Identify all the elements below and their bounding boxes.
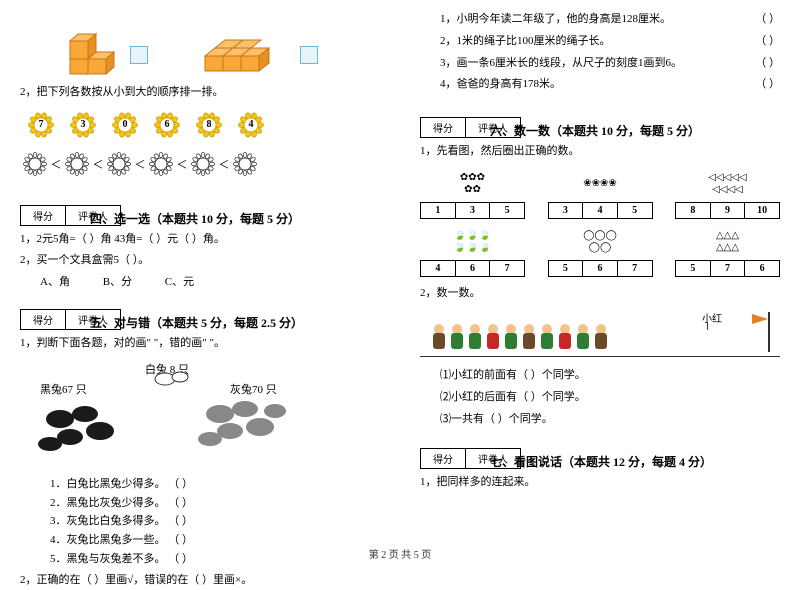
kid-icon	[557, 324, 573, 352]
count-box[interactable]: 467	[420, 260, 525, 277]
kid-icon	[521, 324, 537, 352]
count-glyph: △△△△△△	[675, 227, 780, 257]
s6-sub2: ⑵小红的后面有（ ）个同学。	[440, 389, 780, 407]
count-glyph: ✿✿✿✿✿	[420, 169, 525, 199]
flower-icon: 3	[70, 112, 96, 138]
kid-icon	[467, 324, 483, 352]
count-box[interactable]: 576	[675, 260, 780, 277]
kid-icon	[485, 324, 501, 352]
s4-q1: 1，2元5角=（ ）角 43角=（ ）元（ ）角。	[20, 231, 380, 249]
tf4: 4，爸爸的身高有178米。	[440, 78, 561, 90]
count-cell: ◯◯◯◯◯ 567	[548, 227, 653, 277]
s6-q2: 2，数一数。	[420, 285, 780, 303]
score-label: 得分	[21, 310, 66, 329]
xiaohong-label: 小红	[702, 310, 722, 325]
count-row-2: 🍃🍃🍃🍃🍃🍃 467 ◯◯◯◯◯ 567 △△△△△△ 576	[420, 227, 780, 277]
count-cell: ◁◁◁◁◁◁◁◁◁ 8910	[675, 169, 780, 219]
empty-flower-icon[interactable]	[190, 151, 216, 177]
opt-c[interactable]: C、元	[165, 276, 194, 288]
queue-figure: 小红	[420, 312, 780, 357]
count-box[interactable]: 8910	[675, 202, 780, 219]
flower-icon: 8	[196, 112, 222, 138]
tf-paren[interactable]: （ ）	[755, 54, 780, 74]
section-6-title: 六、数一数（本题共 10 分，每题 5 分）	[490, 122, 780, 139]
count-row-1: ✿✿✿✿✿ 135 ❀❀❀❀ 345 ◁◁◁◁◁◁◁◁◁ 8910	[420, 169, 780, 219]
opt-a[interactable]: A、角	[40, 276, 70, 288]
section-4-title: 四、选一选（本题共 10 分，每题 5 分）	[90, 210, 380, 227]
kid-icon	[431, 324, 447, 352]
tf-paren[interactable]: （ ）	[755, 75, 780, 95]
kid-icon	[575, 324, 591, 352]
flower-icon: 0	[112, 112, 138, 138]
s4-q2: 2，买一个文具盒需5（ ）。	[20, 252, 380, 270]
s5-sub2: 2．黑兔比灰兔少得多。 （ ）	[50, 494, 380, 513]
count-glyph: ◯◯◯◯◯	[548, 227, 653, 257]
count-glyph: ❀❀❀❀	[548, 169, 653, 199]
flower-icon: 6	[154, 112, 180, 138]
empty-flower-icon[interactable]	[106, 151, 132, 177]
section-7-title: 七、看图说话（本题共 12 分，每题 4 分）	[490, 453, 780, 470]
s7-q1: 1，把同样多的连起来。	[420, 474, 780, 492]
score-label: 得分	[421, 118, 466, 137]
less-than: ＜	[92, 156, 104, 172]
s5-q2: 2，正确的在（ ）里画√，错误的在（ ）里画×。	[20, 572, 380, 590]
kid-icon	[503, 324, 519, 352]
tf1: 1，小明今年读二年级了，他的身高是128厘米。	[440, 13, 671, 25]
q2-order-text: 2，把下列各数按从小到大的顺序排一排。	[20, 84, 380, 102]
kid-icon	[593, 324, 609, 352]
flower-icon: 4	[238, 112, 264, 138]
page-footer: 第 2 页 共 5 页	[0, 546, 800, 561]
empty-flower-row: ＜ ＜ ＜ ＜ ＜	[20, 151, 380, 177]
count-cell: ✿✿✿✿✿ 135	[420, 169, 525, 219]
score-label: 得分	[421, 449, 466, 468]
less-than: ＜	[176, 156, 188, 172]
less-than: ＜	[50, 156, 62, 172]
count-cell: 🍃🍃🍃🍃🍃🍃 467	[420, 227, 525, 277]
tf3: 3，画一条6厘米长的线段，从尺子的刻度1画到6。	[440, 57, 682, 69]
count-box[interactable]: 135	[420, 202, 525, 219]
kid-icon	[449, 324, 465, 352]
count-cell: ❀❀❀❀ 345	[548, 169, 653, 219]
flower-row: 730684	[20, 112, 380, 141]
less-than: ＜	[134, 156, 146, 172]
s5-sub1: 1．白兔比黑兔少得多。 （ ）	[50, 475, 380, 494]
score-label: 得分	[21, 206, 66, 225]
s6-q1: 1，先看图，然后圈出正确的数。	[420, 143, 780, 161]
tf2: 2，1米的绳子比100厘米的绳子长。	[440, 35, 611, 47]
s6-sub1: ⑴小红的前面有（ ）个同学。	[440, 367, 780, 385]
empty-flower-icon[interactable]	[64, 151, 90, 177]
s5-sub3: 3．灰兔比白兔多得多。 （ ）	[50, 512, 380, 531]
opt-b[interactable]: B、分	[103, 276, 132, 288]
s4-options: A、角 B、分 C、元	[40, 274, 380, 292]
s6-sub3: ⑶一共有（ ）个同学。	[440, 411, 780, 429]
s5-q1: 1，判断下面各题，对的画" "，错的画" "。	[20, 335, 380, 353]
tf-paren[interactable]: （ ）	[755, 32, 780, 52]
empty-flower-icon[interactable]	[232, 151, 258, 177]
kid-icon	[539, 324, 555, 352]
tf-paren[interactable]: （ ）	[755, 10, 780, 30]
count-box[interactable]: 345	[548, 202, 653, 219]
count-cell: △△△△△△ 576	[675, 227, 780, 277]
count-box[interactable]: 567	[548, 260, 653, 277]
empty-flower-icon[interactable]	[148, 151, 174, 177]
flower-icon: 7	[28, 112, 54, 138]
rabbit-figure: 白兔 8 只 黑兔67 只 灰兔70 只	[20, 359, 380, 469]
empty-flower-icon[interactable]	[22, 151, 48, 177]
less-than: ＜	[218, 156, 230, 172]
count-glyph: 🍃🍃🍃🍃🍃🍃	[420, 227, 525, 257]
section-5-title: 五、对与错（本题共 5 分，每题 2.5 分）	[90, 314, 380, 331]
count-glyph: ◁◁◁◁◁◁◁◁◁	[675, 169, 780, 199]
